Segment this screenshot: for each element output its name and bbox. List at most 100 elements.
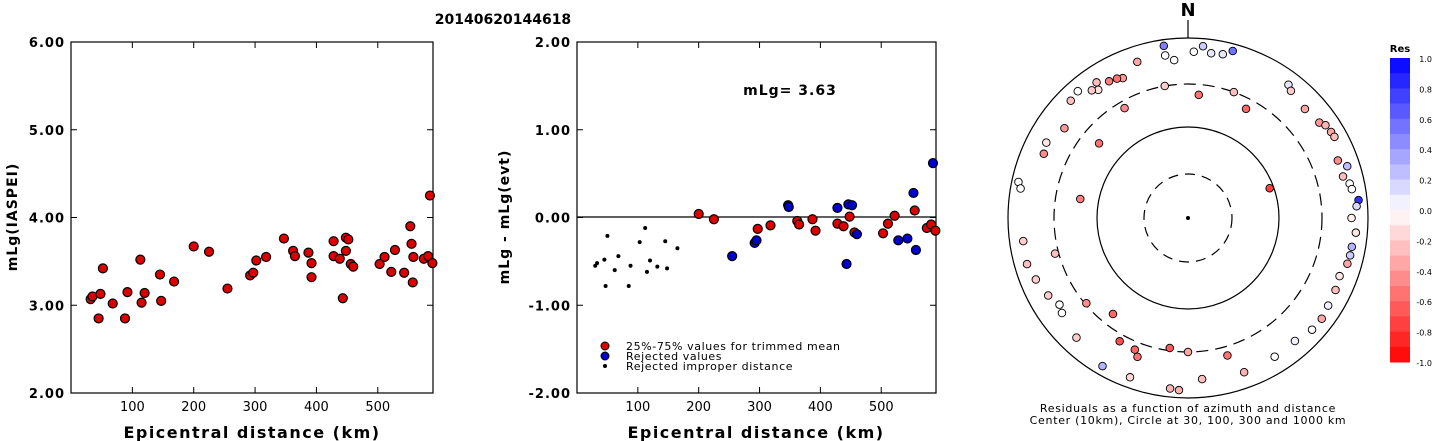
data-point bbox=[289, 251, 301, 262]
station-point bbox=[1183, 347, 1193, 357]
station-point bbox=[1125, 373, 1135, 382]
y-tick-label: 1.00 bbox=[535, 124, 571, 139]
data-point-improper bbox=[602, 257, 607, 262]
station-point bbox=[1290, 336, 1300, 346]
colorbar-tick-label: -0.8 bbox=[1416, 329, 1432, 338]
data-point bbox=[248, 267, 259, 278]
station-point bbox=[1223, 351, 1232, 360]
data-point bbox=[139, 287, 150, 299]
station-point bbox=[1270, 352, 1279, 361]
data-point bbox=[278, 233, 290, 244]
legend-label-trimmed: 25%-75% values for trimmed mean bbox=[626, 340, 841, 353]
station-point bbox=[1323, 301, 1333, 310]
station-point bbox=[1120, 103, 1129, 113]
data-point-improper bbox=[605, 233, 610, 238]
data-point bbox=[838, 221, 849, 232]
station-point bbox=[1108, 309, 1118, 319]
station-point bbox=[1050, 249, 1060, 258]
data-point-improper bbox=[663, 239, 668, 244]
colorbar-cell bbox=[1390, 210, 1410, 226]
x-tick-label: 200 bbox=[686, 400, 711, 415]
y-axis-label: mLg - mLg(evt) bbox=[497, 150, 513, 285]
station-point bbox=[1197, 374, 1207, 384]
data-point-rejected bbox=[908, 187, 919, 199]
colorbar-cell bbox=[1390, 134, 1410, 150]
data-points bbox=[593, 157, 941, 288]
data-point bbox=[407, 277, 418, 288]
data-point bbox=[793, 219, 805, 230]
data-point bbox=[810, 225, 821, 236]
y-tick-label: 0.00 bbox=[535, 212, 571, 227]
colorbar-cell bbox=[1390, 164, 1410, 181]
colorbar-tick-label: -0.2 bbox=[1416, 237, 1432, 246]
data-point bbox=[889, 210, 900, 221]
data-point-improper bbox=[643, 226, 648, 231]
colorbar-cell bbox=[1390, 73, 1410, 89]
data-point bbox=[95, 288, 106, 299]
colorbar-cell bbox=[1390, 149, 1410, 165]
data-point bbox=[261, 251, 272, 263]
station-point bbox=[1115, 337, 1124, 346]
colorbar-cell bbox=[1390, 331, 1410, 348]
data-point-rejected bbox=[783, 201, 794, 213]
data-point bbox=[844, 211, 855, 222]
colorbar-cell bbox=[1390, 346, 1410, 363]
x-tick-label: 500 bbox=[365, 400, 390, 415]
data-point bbox=[340, 245, 351, 256]
x-tick-label: 300 bbox=[747, 400, 772, 415]
data-point bbox=[154, 269, 166, 280]
station-point bbox=[1174, 385, 1184, 395]
ring-1000km bbox=[1007, 37, 1369, 399]
data-point-improper bbox=[612, 268, 617, 273]
data-point-improper bbox=[603, 283, 608, 288]
legend-label-rejected: Rejected values bbox=[626, 350, 722, 363]
station-point bbox=[1133, 57, 1142, 67]
data-point bbox=[122, 286, 133, 298]
data-point bbox=[168, 276, 180, 287]
station-point bbox=[1241, 104, 1251, 114]
colorbar-cell bbox=[1390, 255, 1410, 272]
azimuth-residual-plot: N Residuals as a function of azimuth and… bbox=[1007, 0, 1369, 427]
mean-magnitude-annotation: mLg= 3.63 bbox=[743, 83, 837, 99]
data-point bbox=[424, 190, 436, 201]
colorbar-cell bbox=[1390, 240, 1410, 257]
colorbar-cell bbox=[1390, 88, 1410, 105]
y-tick-label: 6.00 bbox=[29, 36, 65, 51]
station-point bbox=[1130, 345, 1140, 354]
plot-frame bbox=[70, 41, 434, 394]
ring-100km bbox=[1096, 126, 1280, 310]
station-point bbox=[1331, 285, 1340, 295]
x-tick-label: 400 bbox=[304, 400, 329, 415]
x-tick-label: 100 bbox=[120, 400, 145, 415]
data-point bbox=[119, 313, 131, 324]
station-point bbox=[1159, 41, 1169, 51]
x-tick-label: 200 bbox=[181, 400, 206, 415]
data-point bbox=[334, 253, 345, 264]
station-point bbox=[1189, 47, 1199, 56]
colorbar-tick-label: 0.8 bbox=[1419, 85, 1432, 94]
station-point bbox=[1098, 361, 1107, 371]
data-point-improper bbox=[626, 283, 631, 288]
caption-line-2: Center (10km), Circle at 30, 100, 300 an… bbox=[1030, 414, 1347, 427]
station-point bbox=[1239, 367, 1249, 377]
data-point-improper bbox=[616, 254, 621, 259]
ring-30km bbox=[1143, 173, 1233, 263]
data-point bbox=[374, 258, 385, 270]
data-point bbox=[156, 295, 167, 306]
data-point bbox=[379, 251, 390, 263]
station-point bbox=[1160, 81, 1169, 91]
legend-marker-improper bbox=[603, 364, 607, 368]
data-point-improper bbox=[648, 258, 653, 263]
station-point bbox=[1317, 314, 1326, 324]
y-tick-label: 5.00 bbox=[29, 124, 65, 139]
station-point bbox=[1060, 123, 1069, 133]
data-point-improper bbox=[665, 266, 670, 271]
station-point bbox=[1055, 300, 1064, 309]
data-point bbox=[188, 241, 199, 252]
colorbar-cell bbox=[1390, 225, 1410, 241]
y-tick-label: 3.00 bbox=[29, 299, 65, 314]
station-point bbox=[1352, 201, 1361, 211]
data-point-rejected bbox=[910, 244, 922, 256]
station-point bbox=[1082, 299, 1091, 308]
data-point-improper bbox=[644, 269, 649, 274]
